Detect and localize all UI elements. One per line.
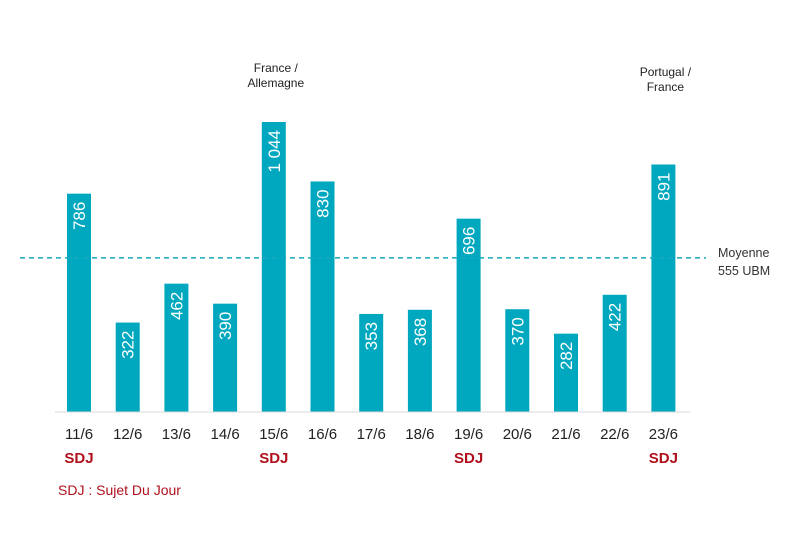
bar-19/6 <box>456 218 481 412</box>
bar-value-label: 462 <box>167 292 186 320</box>
bar-value-label: 1 044 <box>265 130 284 173</box>
match-annotation: Portugal / <box>640 65 692 79</box>
bar-value-label: 322 <box>119 331 138 359</box>
bar-18/6 <box>407 309 432 412</box>
legend-note: SDJ : Sujet Du Jour <box>58 482 181 498</box>
x-tick-label: 14/6 <box>210 426 239 443</box>
bar-20/6 <box>505 309 530 412</box>
x-tick-label: 22/6 <box>600 426 629 443</box>
x-tick-label: 23/6 <box>649 426 678 443</box>
match-annotation: France <box>647 80 685 94</box>
bar-value-label: 368 <box>411 318 430 346</box>
bar-value-label: 353 <box>362 322 381 350</box>
bar-value-label: 696 <box>460 227 479 255</box>
bar-23/6 <box>651 164 676 412</box>
x-tick-label: 20/6 <box>503 426 532 443</box>
sdj-marker: SDJ <box>454 450 483 467</box>
labels-group: 786 11/6 SDJ 322 12/6 462 13/6 390 14/6 1 044 15/6… <box>64 61 691 467</box>
bar-value-label: 786 <box>70 202 89 230</box>
x-tick-label: 18/6 <box>405 426 434 443</box>
x-tick-label: 11/6 <box>65 426 93 443</box>
bar-value-label: 390 <box>216 312 235 340</box>
bar-12/6 <box>115 322 140 412</box>
x-tick-label: 21/6 <box>551 426 580 443</box>
bar-14/6 <box>213 303 238 412</box>
bar-22/6 <box>602 294 627 412</box>
bar-11/6 <box>67 193 91 412</box>
x-tick-label: 16/6 <box>308 426 337 443</box>
x-tick-label: 17/6 <box>357 426 386 443</box>
x-tick-label: 15/6 <box>259 426 288 443</box>
bar-value-label: 282 <box>557 342 576 370</box>
match-annotation: Allemagne <box>247 76 304 90</box>
bar-value-label: 891 <box>654 173 673 201</box>
bar-15/6 <box>261 122 286 412</box>
sdj-marker: SDJ <box>259 450 288 467</box>
mean-label-line2: 555 UBM <box>718 264 770 278</box>
sdj-marker: SDJ <box>649 450 678 467</box>
x-tick-label: 19/6 <box>454 426 483 443</box>
bar-16/6 <box>310 181 335 412</box>
bar-value-label: 830 <box>314 189 333 217</box>
bar-value-label: 422 <box>606 303 625 331</box>
bar-13/6 <box>164 283 189 412</box>
mean-label-line1: Moyenne <box>718 246 769 260</box>
sdj-marker: SDJ <box>64 450 93 467</box>
x-tick-label: 13/6 <box>162 426 191 443</box>
bar-21/6 <box>554 333 578 412</box>
bars-group <box>67 122 676 412</box>
bar-value-label: 370 <box>508 317 527 345</box>
bar-17/6 <box>359 313 384 412</box>
x-tick-label: 12/6 <box>113 426 142 443</box>
match-annotation: France / <box>254 61 299 75</box>
